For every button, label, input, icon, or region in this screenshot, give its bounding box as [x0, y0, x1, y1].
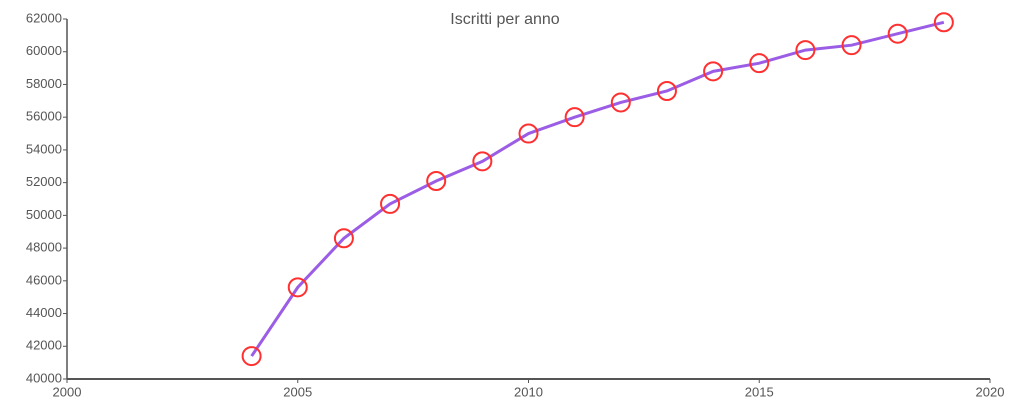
point-marker: [841, 35, 862, 56]
point-marker: [887, 23, 908, 44]
point-marker: [380, 193, 401, 214]
y-tick-label: 44000: [26, 305, 62, 320]
y-tick-label: 54000: [26, 141, 62, 156]
point-marker: [933, 12, 954, 33]
point-marker: [518, 123, 539, 144]
chart-title: Iscritti per anno: [450, 11, 559, 28]
x-tick-label: 2000: [53, 384, 82, 399]
y-tick-label: 60000: [26, 43, 62, 58]
point-marker: [287, 277, 308, 298]
y-tick-label: 56000: [26, 109, 62, 124]
y-tick-label: 46000: [26, 272, 62, 287]
point-marker: [472, 151, 493, 172]
point-marker: [749, 53, 770, 74]
point-marker: [426, 171, 447, 191]
y-tick-label: 58000: [26, 76, 62, 91]
y-tick-label: 40000: [26, 370, 62, 385]
y-tick-label: 42000: [26, 338, 62, 353]
point-marker: [795, 40, 816, 61]
point-marker: [333, 228, 354, 249]
point-marker: [610, 92, 631, 113]
point-marker: [241, 346, 262, 367]
point-marker: [656, 81, 677, 101]
y-tick-label: 62000: [26, 10, 62, 25]
y-tick-label: 52000: [26, 174, 62, 189]
series-line: [250, 20, 945, 357]
y-tick-label: 50000: [26, 207, 62, 222]
x-tick-label: 2015: [745, 384, 774, 399]
x-tick-label: 2010: [514, 384, 543, 399]
y-tick-label: 48000: [26, 240, 62, 255]
point-marker: [703, 61, 724, 82]
x-tick-label: 2020: [976, 384, 1005, 399]
x-tick-label: 2005: [283, 384, 312, 399]
point-marker: [564, 107, 585, 128]
